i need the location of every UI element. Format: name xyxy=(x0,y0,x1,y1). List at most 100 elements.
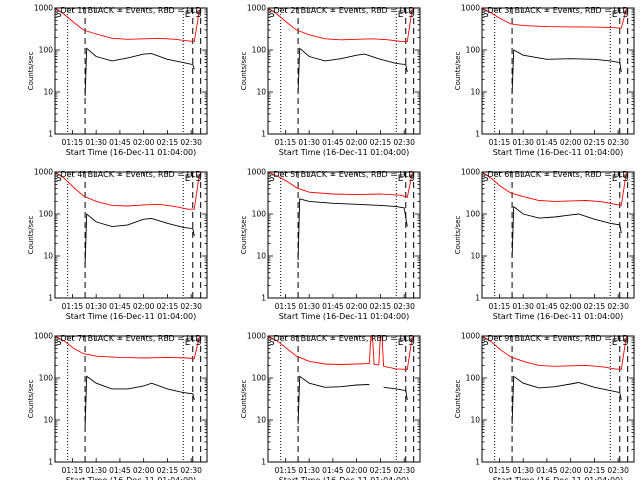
x-tick-label: 01:15 xyxy=(275,302,297,311)
y-tick-label: 1000 xyxy=(247,4,266,13)
end-marker: E xyxy=(185,174,191,184)
start-marker: S xyxy=(409,338,415,348)
x-tick-label: 01:15 xyxy=(275,466,297,475)
x-tick-label: 02:30 xyxy=(393,138,415,147)
start-marker: S xyxy=(483,174,489,184)
y-tick-label: 1 xyxy=(48,458,53,467)
x-tick-label: 02:00 xyxy=(560,302,582,311)
y-axis-label: Counts/sec xyxy=(240,380,248,419)
y-tick-label: 1 xyxy=(48,130,53,139)
panel-9: 1 10 100 1000 01:15 01:30 01:45 02:00 02:15 02:30… xyxy=(454,332,635,480)
x-tick-label: 01:30 xyxy=(85,138,107,147)
end-marker: E xyxy=(398,174,404,184)
x-tick-label: 02:00 xyxy=(560,138,582,147)
series-line-lld xyxy=(267,171,415,198)
panel-title: Det 9f BLACK = Events, RED = LLD xyxy=(487,334,628,343)
panel-6: 1 10 100 1000 01:15 01:30 01:45 02:00 02:15 02:30… xyxy=(454,168,635,321)
y-tick-label: 100 xyxy=(466,374,481,383)
y-axis-label: Counts/sec xyxy=(454,52,462,91)
y-axis-label: Counts/sec xyxy=(240,52,248,91)
end-marker: E xyxy=(612,338,618,348)
y-tick-label: 10 xyxy=(43,88,53,97)
y-tick-label: 100 xyxy=(39,374,54,383)
panel-5: 1 10 100 1000 01:15 01:30 01:45 02:00 02:15 02:30… xyxy=(240,168,421,321)
y-axis-label: Counts/sec xyxy=(454,216,462,255)
panel-1: 1 10 100 1000 01:15 01:30 01:45 02:00 02:15 02:30… xyxy=(27,4,208,157)
start-marker: S xyxy=(196,338,202,348)
panel-3: 1 10 100 1000 01:15 01:30 01:45 02:00 02:15 02:30… xyxy=(454,4,635,157)
y-tick-label: 100 xyxy=(466,46,481,55)
panel-title: Det 3f BLACK = Events, RED = LLD xyxy=(487,6,628,15)
panel-title: Det 7f BLACK = Events, RED = LLD xyxy=(60,334,201,343)
x-tick-label: 01:45 xyxy=(109,466,131,475)
y-tick-label: 1000 xyxy=(461,4,480,13)
series-line-lld xyxy=(54,335,202,360)
x-tick-label: 01:15 xyxy=(489,302,511,311)
x-tick-label: 02:30 xyxy=(180,466,202,475)
x-tick-label: 02:00 xyxy=(133,302,155,311)
series-line-events xyxy=(297,198,408,261)
y-tick-label: 1 xyxy=(261,458,266,467)
y-tick-label: 100 xyxy=(252,210,267,219)
series-line-lld xyxy=(481,335,629,370)
x-tick-label: 02:15 xyxy=(157,466,179,475)
plot-frame xyxy=(481,171,635,299)
x-axis-label: Start Time (16-Dec-11 01:04:00) xyxy=(493,312,624,321)
start-marker: S xyxy=(623,174,629,184)
x-tick-label: 01:30 xyxy=(298,466,320,475)
y-tick-label: 10 xyxy=(256,416,266,425)
y-tick-label: 1000 xyxy=(247,168,266,177)
series-line-events xyxy=(511,49,622,94)
panel-title: Det 8f BLACK = Events, RED = LLD xyxy=(273,334,414,343)
x-tick-label: 01:30 xyxy=(85,302,107,311)
series-line-lld xyxy=(267,7,415,42)
x-tick-label: 01:45 xyxy=(322,302,344,311)
x-tick-label: 01:30 xyxy=(512,302,534,311)
x-tick-label: 01:30 xyxy=(512,138,534,147)
x-tick-label: 01:45 xyxy=(109,302,131,311)
x-tick-label: 02:00 xyxy=(133,466,155,475)
x-tick-label: 01:45 xyxy=(536,302,558,311)
y-tick-label: 100 xyxy=(252,46,267,55)
y-tick-label: 1000 xyxy=(247,332,266,341)
x-tick-label: 02:15 xyxy=(584,466,606,475)
x-tick-label: 02:00 xyxy=(346,138,368,147)
x-tick-label: 02:15 xyxy=(584,138,606,147)
y-tick-label: 100 xyxy=(39,46,54,55)
y-tick-label: 1000 xyxy=(34,332,53,341)
x-tick-label: 02:30 xyxy=(607,138,629,147)
y-tick-label: 1 xyxy=(48,294,53,303)
series-line-events xyxy=(511,375,622,425)
x-tick-label: 02:15 xyxy=(370,302,392,311)
x-tick-label: 02:15 xyxy=(370,138,392,147)
panel-2: 1 10 100 1000 01:15 01:30 01:45 02:00 02:15 02:30… xyxy=(240,4,421,157)
x-axis-label: Start Time (16-Dec-11 01:04:00) xyxy=(279,476,410,480)
series-line-lld xyxy=(481,171,629,206)
start-marker: S xyxy=(483,10,489,20)
x-tick-label: 01:30 xyxy=(85,466,107,475)
x-tick-label: 02:00 xyxy=(560,466,582,475)
x-axis-label: Start Time (16-Dec-11 01:04:00) xyxy=(493,148,624,157)
start-marker: S xyxy=(56,174,62,184)
x-tick-label: 02:30 xyxy=(607,466,629,475)
end-marker: E xyxy=(398,10,404,20)
x-tick-label: 02:15 xyxy=(370,466,392,475)
y-tick-label: 1000 xyxy=(34,168,53,177)
start-marker: S xyxy=(56,338,62,348)
start-marker: S xyxy=(409,174,415,184)
x-tick-label: 01:15 xyxy=(275,138,297,147)
y-tick-label: 100 xyxy=(466,210,481,219)
x-axis-label: Start Time (16-Dec-11 01:04:00) xyxy=(66,476,197,480)
plot-frame xyxy=(481,7,635,135)
end-marker: E xyxy=(185,10,191,20)
plot-frame xyxy=(481,335,635,463)
x-tick-label: 02:00 xyxy=(346,466,368,475)
y-axis-label: Counts/sec xyxy=(454,380,462,419)
x-tick-label: 02:00 xyxy=(346,302,368,311)
x-tick-label: 01:15 xyxy=(62,466,84,475)
start-marker: S xyxy=(623,338,629,348)
y-tick-label: 10 xyxy=(470,252,480,261)
y-tick-label: 10 xyxy=(43,416,53,425)
x-axis-label: Start Time (16-Dec-11 01:04:00) xyxy=(279,312,410,321)
